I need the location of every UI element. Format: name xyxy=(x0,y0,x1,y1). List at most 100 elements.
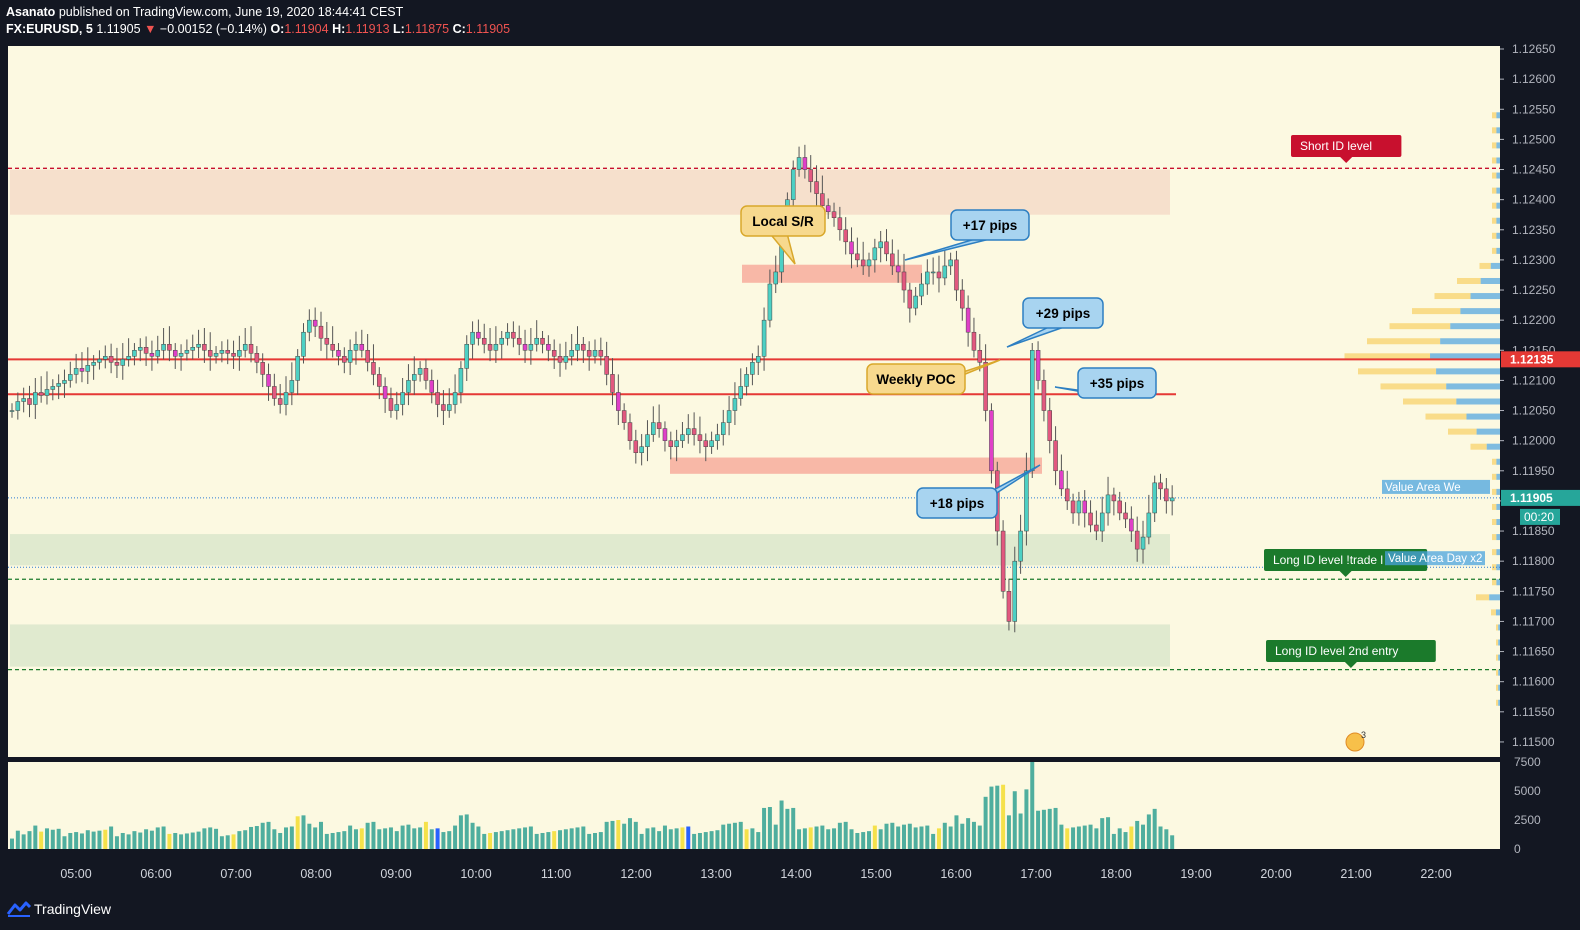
volume-bar xyxy=(114,836,119,849)
profile-bar-up xyxy=(1492,187,1497,194)
author-name[interactable]: Asanato xyxy=(6,5,56,19)
volume-bar xyxy=(697,832,702,849)
candle-body xyxy=(954,259,959,291)
profile-bar-up xyxy=(1492,172,1497,179)
candle-body xyxy=(27,398,32,405)
footer-bar: TradingView xyxy=(0,888,1580,930)
candle-body xyxy=(429,380,435,393)
volume-bar xyxy=(406,824,411,849)
volume-bar xyxy=(441,832,446,849)
candle-body xyxy=(505,331,510,339)
volume-bar xyxy=(721,824,726,849)
volume-bar xyxy=(44,828,49,849)
profile-bar-up xyxy=(1479,262,1491,269)
price-tick-label: 1.11700 xyxy=(1512,614,1555,628)
profile-bar-down xyxy=(1496,247,1500,254)
time-tick-label: 07:00 xyxy=(220,867,251,881)
time-tick-label: 05:00 xyxy=(60,867,91,881)
volume-bar xyxy=(989,786,994,849)
volume-bar xyxy=(797,829,802,849)
candle-body xyxy=(73,368,79,375)
candle-body xyxy=(21,398,26,402)
profile-bar-up xyxy=(1496,699,1499,706)
volume-bar xyxy=(79,833,84,849)
symbol-label[interactable]: FX:EURUSD, 5 xyxy=(6,22,93,36)
candle-body xyxy=(633,440,639,453)
profile-bar-down xyxy=(1496,172,1500,179)
candle-body xyxy=(458,368,464,393)
chart-area[interactable]: 1.12650 1.12600 1.12550 1.12500 1.12450 1.124… xyxy=(0,42,1580,888)
volume-bar xyxy=(727,823,732,849)
time-tick-label: 20:00 xyxy=(1260,867,1291,881)
volume-bar xyxy=(400,825,405,849)
candle-body xyxy=(493,344,499,351)
local-sr-callout-text: Local S/R xyxy=(752,214,814,229)
candle-body xyxy=(132,350,137,357)
candle-body xyxy=(138,347,143,351)
candle-body xyxy=(750,362,755,375)
candle-body xyxy=(686,428,691,435)
profile-bar-up xyxy=(1457,277,1481,284)
local-sr-zone xyxy=(742,264,922,283)
candle-body xyxy=(143,347,149,354)
candle-body xyxy=(307,319,312,333)
last-price-label: 1.11905 xyxy=(1510,491,1553,505)
volume-bar xyxy=(167,833,172,849)
volume-bar xyxy=(1158,826,1163,849)
volume-bar xyxy=(418,827,423,849)
candle-body xyxy=(936,271,942,279)
candle-body xyxy=(336,350,341,357)
tradingview-brand[interactable]: TradingView xyxy=(34,901,112,917)
candle-body xyxy=(703,440,709,447)
volume-bar xyxy=(231,834,236,849)
profile-bar-down xyxy=(1496,157,1500,164)
tradingview-logo-icon[interactable] xyxy=(6,900,32,918)
candle-body xyxy=(464,344,469,369)
profile-bar-up xyxy=(1380,383,1447,390)
price-tick-label: 1.12300 xyxy=(1512,253,1556,267)
candle-body xyxy=(930,271,936,274)
candle-body xyxy=(616,392,621,411)
profile-bar-up xyxy=(1412,308,1461,315)
profile-bar-up xyxy=(1496,654,1499,661)
candle-body xyxy=(551,350,557,357)
volume-tick-label: 5000 xyxy=(1514,784,1541,798)
short-id-level-tag-pointer xyxy=(1340,157,1353,163)
candlestick-chart[interactable]: 1.12650 1.12600 1.12550 1.12500 1.12450 1.124… xyxy=(0,42,1580,888)
plus-18-callout-box xyxy=(916,487,998,519)
volume-bar xyxy=(674,828,679,849)
volume-bar xyxy=(365,822,370,849)
candle-body xyxy=(855,253,860,261)
candle-body xyxy=(1117,500,1122,514)
candle-body xyxy=(1064,488,1070,502)
candle-body xyxy=(744,374,749,387)
volume-bar xyxy=(1170,835,1175,849)
close-value: 1.11905 xyxy=(465,22,511,36)
weekly-poc-callout-text: Weekly POC xyxy=(876,372,956,387)
candle-body xyxy=(114,362,120,366)
volume-bar xyxy=(1047,808,1052,849)
profile-bar-up xyxy=(1492,549,1497,556)
candle-body xyxy=(1134,530,1140,550)
candle-body xyxy=(726,410,732,423)
candle-body xyxy=(575,344,580,351)
short-id-level-tag-box xyxy=(1291,135,1402,157)
candle-body xyxy=(1041,380,1047,411)
candle-body xyxy=(277,398,283,405)
profile-bar-down xyxy=(1466,413,1500,420)
candle-body xyxy=(960,289,965,309)
price-tick-label: 1.12600 xyxy=(1512,72,1556,86)
volume-bar xyxy=(604,821,609,849)
volume-bar xyxy=(517,828,522,849)
volume-bar xyxy=(394,831,399,849)
volume-bar xyxy=(942,822,947,849)
price-tick-label: 1.12450 xyxy=(1512,163,1556,177)
close-label: C: xyxy=(452,22,466,36)
volume-bar xyxy=(890,822,895,849)
profile-bar-up xyxy=(1492,579,1497,586)
profile-bar-down xyxy=(1496,564,1500,571)
candle-body xyxy=(907,289,913,309)
candle-body xyxy=(557,356,563,363)
time-tick-label: 22:00 xyxy=(1420,867,1451,881)
weekly-poc-callout-box xyxy=(866,363,966,395)
